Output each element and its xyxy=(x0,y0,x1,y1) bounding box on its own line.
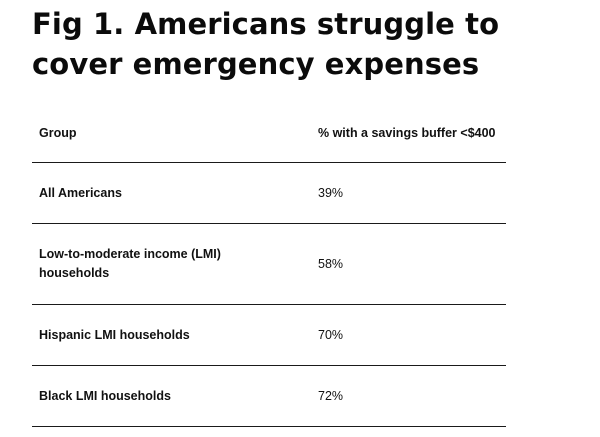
column-header-savings-buffer: % with a savings buffer <$400 xyxy=(318,125,496,140)
percent-value: 58% xyxy=(318,256,344,271)
table-row: Hispanic LMI households 70% xyxy=(32,305,506,366)
chart-title: Fig 1. Americans struggle to cover emerg… xyxy=(32,7,500,81)
percent-value: 70% xyxy=(318,327,344,342)
column-header-group: Group xyxy=(39,125,77,140)
group-label: All Americans xyxy=(39,185,122,200)
table-row: All Americans 39% xyxy=(32,163,506,224)
percent-value: 72% xyxy=(318,388,344,403)
table-row: Black LMI households 72% xyxy=(32,366,506,427)
percent-value: 39% xyxy=(318,185,344,200)
table-header-row: Group % with a savings buffer <$400 xyxy=(32,104,506,163)
group-label: Hispanic LMI households xyxy=(39,327,190,342)
table-row: Low-to-moderate income (LMI) households … xyxy=(32,224,506,305)
data-table: Group % with a savings buffer <$400 All … xyxy=(32,104,506,427)
group-label: Low-to-moderate income (LMI) households xyxy=(39,247,221,280)
group-label: Black LMI households xyxy=(39,388,171,403)
